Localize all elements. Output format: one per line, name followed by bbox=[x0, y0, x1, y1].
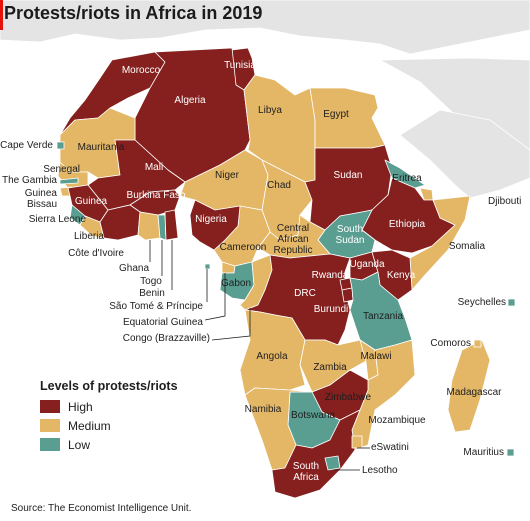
title-accent-bar bbox=[0, 0, 3, 30]
legend-swatch-medium bbox=[40, 419, 60, 432]
country-eritrea[interactable] bbox=[384, 159, 426, 189]
label-guinea-bissau: Guinea Bissau bbox=[24, 188, 57, 210]
label-zambia: Zambia bbox=[313, 362, 347, 373]
legend-title: Levels of protests/riots bbox=[40, 379, 178, 393]
country-cape-verde[interactable] bbox=[56, 141, 65, 150]
label-sudan: Sudan bbox=[333, 170, 363, 181]
outside-land bbox=[0, 0, 530, 199]
country-angola[interactable] bbox=[239, 309, 306, 396]
country-eswatini[interactable] bbox=[351, 435, 363, 449]
label-malawi: Malawi bbox=[360, 351, 392, 362]
country-namibia[interactable] bbox=[244, 387, 313, 471]
label-uganda: Uganda bbox=[349, 259, 385, 270]
label-eswatini: eSwatini bbox=[371, 442, 409, 453]
label-equatorial-guinea: Equatorial Guinea bbox=[122, 317, 203, 328]
country-benin[interactable] bbox=[164, 209, 179, 241]
label-senegal: Senegal bbox=[43, 164, 80, 175]
label-somalia: Somalia bbox=[448, 241, 486, 252]
country-sao-tome-principe[interactable] bbox=[204, 263, 211, 270]
legend-label-high: High bbox=[68, 399, 93, 414]
label-sao-tome-principe: São Tomé & Príncipe bbox=[109, 301, 203, 312]
label-angola: Angola bbox=[256, 351, 288, 362]
legend-swatch-high bbox=[40, 400, 60, 413]
legend-label-low: Low bbox=[68, 437, 91, 452]
label-mali: Mali bbox=[144, 162, 164, 173]
leader-congo bbox=[211, 308, 251, 341]
label-gabon: Gabon bbox=[220, 278, 252, 289]
label-madagascar: Madagascar bbox=[446, 387, 502, 398]
label-algeria: Algeria bbox=[174, 95, 206, 106]
legend-item-low: Low bbox=[40, 435, 178, 454]
europe-land bbox=[0, 0, 530, 55]
label-namibia: Namibia bbox=[244, 404, 282, 415]
label-cameroon: Cameroon bbox=[219, 242, 267, 253]
country-south-africa[interactable] bbox=[271, 409, 361, 499]
legend-label-medium: Medium bbox=[68, 418, 111, 433]
label-the-gambia: The Gambia bbox=[1, 175, 57, 186]
label-libya: Libya bbox=[258, 105, 282, 116]
label-djibouti: Djibouti bbox=[488, 196, 522, 207]
source-note: Source: The Economist Intelligence Unit. bbox=[11, 503, 192, 514]
label-comoros: Comoros bbox=[430, 338, 471, 349]
country-the-gambia[interactable] bbox=[59, 177, 79, 185]
label-burkina-faso: Burkina Faso bbox=[126, 190, 186, 201]
label-mauritania: Mauritania bbox=[77, 142, 125, 153]
label-botswana: Botswana bbox=[291, 410, 335, 421]
label-ghana: Ghana bbox=[118, 263, 150, 274]
label-seychelles: Seychelles bbox=[457, 297, 506, 308]
map-title: Protests/riots in Africa in 2019 bbox=[4, 3, 263, 23]
label-mauritius: Mauritius bbox=[463, 447, 504, 458]
label-drc: DRC bbox=[294, 288, 316, 299]
legend: Levels of protests/riots High Medium Low bbox=[40, 379, 178, 454]
label-kenya: Kenya bbox=[386, 270, 416, 281]
country-egypt[interactable] bbox=[309, 87, 386, 149]
country-lesotho[interactable] bbox=[324, 455, 341, 471]
label-egypt: Egypt bbox=[323, 109, 349, 120]
label-cote-divoire: Côte d'Ivoire bbox=[68, 248, 124, 259]
label-car: Central African Republic bbox=[273, 223, 313, 256]
label-togo: Togo bbox=[140, 276, 162, 287]
label-ethiopia: Ethiopia bbox=[388, 219, 426, 230]
legend-item-medium: Medium bbox=[40, 416, 178, 435]
label-sierra-leone: Sierra Leone bbox=[28, 214, 86, 225]
label-south-africa: South Africa bbox=[292, 461, 320, 483]
label-morocco: Morocco bbox=[121, 65, 161, 76]
label-benin: Benin bbox=[139, 288, 165, 299]
country-seychelles[interactable] bbox=[507, 298, 516, 307]
legend-item-high: High bbox=[40, 397, 178, 416]
label-nigeria: Nigeria bbox=[195, 214, 227, 225]
country-ghana[interactable] bbox=[137, 211, 161, 241]
legend-swatch-low bbox=[40, 438, 60, 451]
label-eritrea: Eritrea bbox=[392, 173, 422, 184]
country-madagascar[interactable] bbox=[447, 339, 491, 433]
label-tunisia: Tunisia bbox=[224, 60, 256, 71]
country-burundi[interactable] bbox=[341, 287, 354, 303]
label-cape-verde: Cape Verde bbox=[0, 140, 53, 151]
countries bbox=[56, 47, 516, 499]
label-mozambique: Mozambique bbox=[368, 415, 426, 426]
label-lesotho: Lesotho bbox=[362, 465, 398, 476]
label-rwanda: Rwanda bbox=[311, 270, 349, 281]
leader-lines bbox=[149, 240, 370, 471]
label-tanzania: Tanzania bbox=[362, 311, 404, 322]
arabia-land bbox=[399, 109, 530, 199]
country-mauritius[interactable] bbox=[506, 448, 515, 457]
label-south-sudan: South Sudan bbox=[335, 224, 365, 246]
country-zambia[interactable] bbox=[299, 339, 369, 393]
label-burundi: Burundi bbox=[313, 304, 349, 315]
label-chad: Chad bbox=[267, 180, 291, 191]
label-liberia: Liberia bbox=[73, 231, 104, 242]
country-comoros[interactable] bbox=[473, 339, 482, 348]
label-congo-brazzaville: Congo (Brazzaville) bbox=[122, 333, 210, 344]
country-nigeria[interactable] bbox=[189, 199, 241, 251]
label-niger: Niger bbox=[215, 170, 239, 181]
label-guinea: Guinea bbox=[74, 196, 108, 207]
label-zimbabwe: Zimbabwe bbox=[324, 392, 372, 403]
leader-equatorial-guinea bbox=[204, 273, 226, 321]
